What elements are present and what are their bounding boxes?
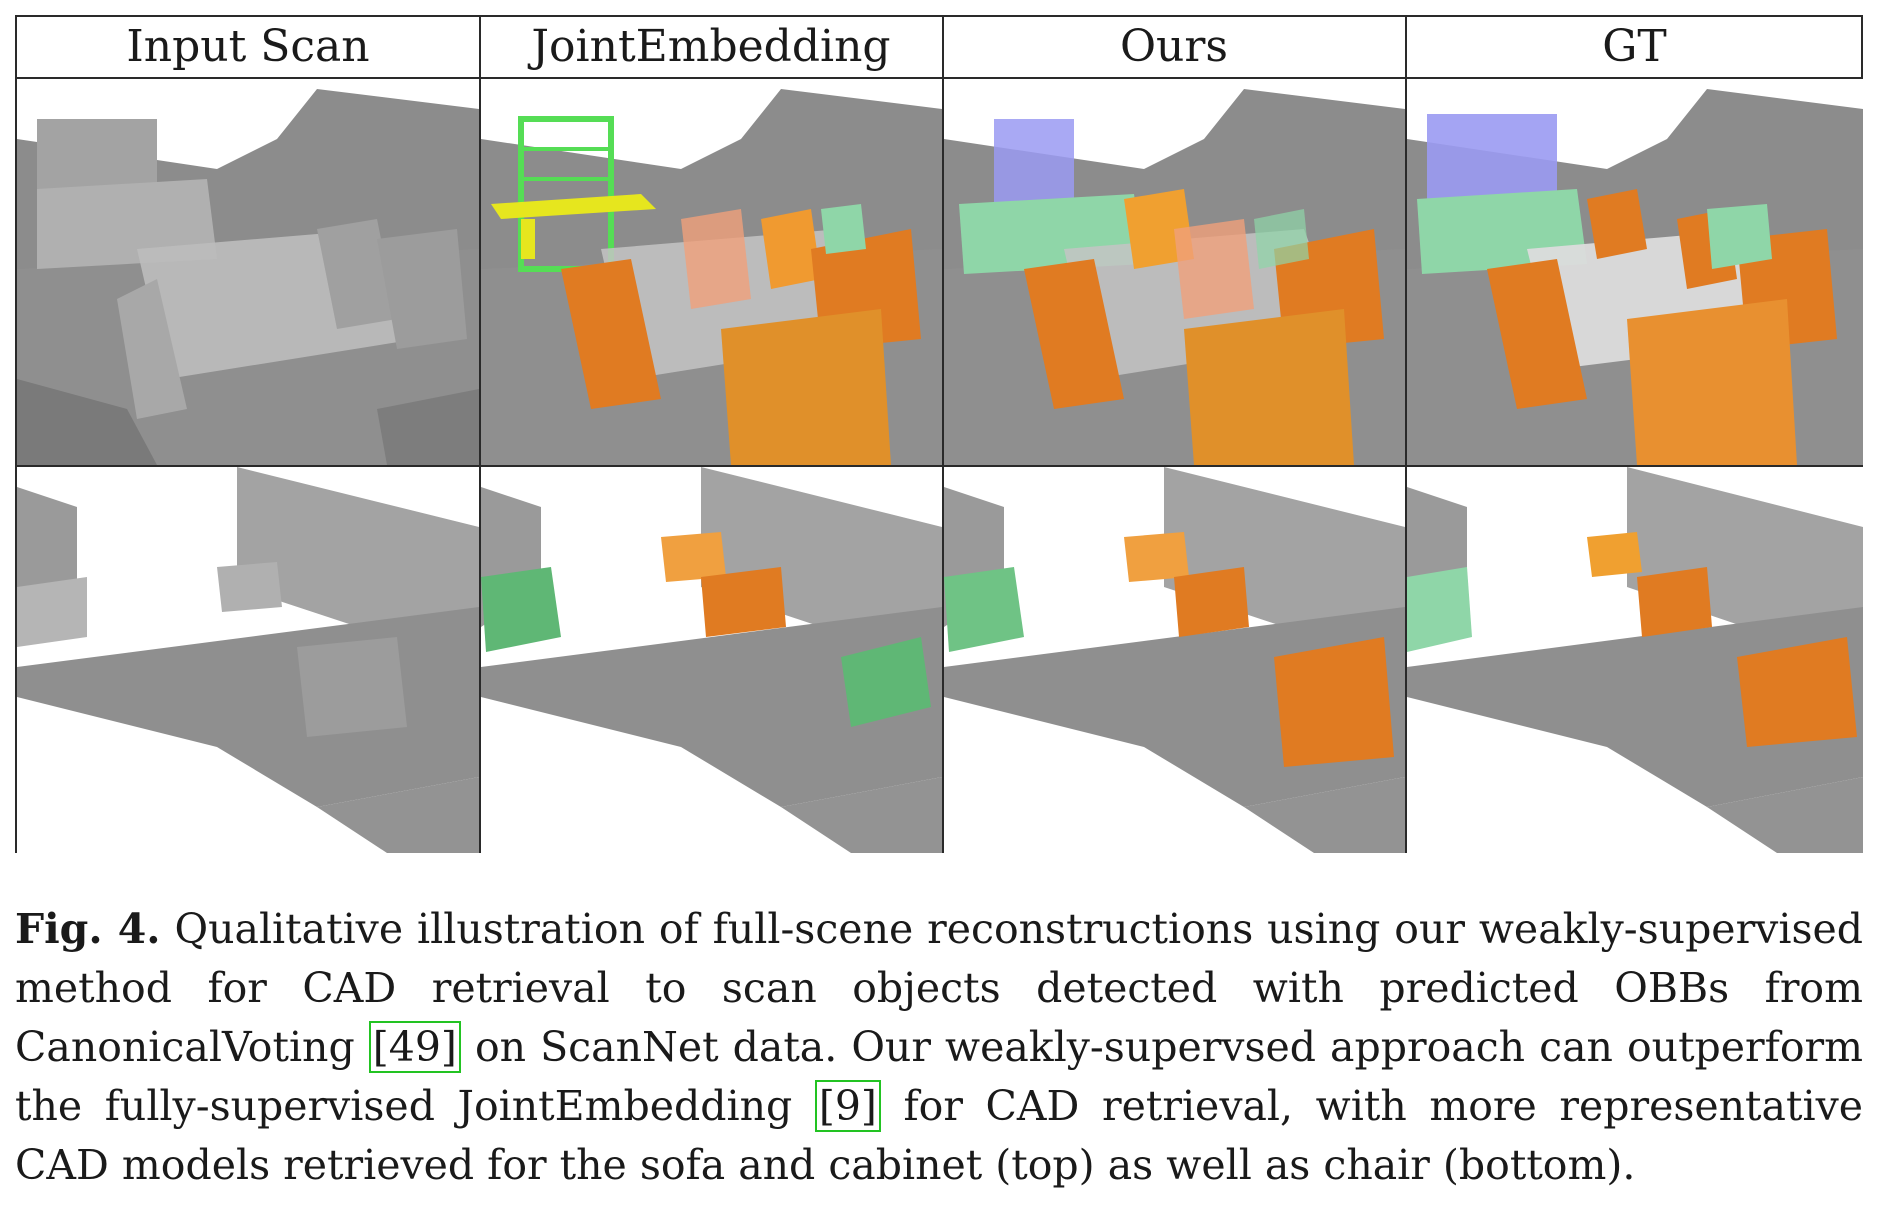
divider bbox=[17, 465, 1861, 467]
scene-2-gt bbox=[1407, 467, 1863, 853]
scene-1-jointembedding bbox=[481, 79, 942, 465]
header-input-scan: Input Scan bbox=[126, 21, 370, 72]
caption-text: on ScanNet data. Our weakly-supervsed ap… bbox=[15, 1023, 1863, 1130]
header-jointembedding: JointEmbedding bbox=[531, 21, 891, 72]
divider bbox=[1405, 17, 1407, 851]
column-header-row: Input Scan JointEmbedding Ours GT bbox=[17, 17, 1861, 79]
citation-link-9[interactable]: [9] bbox=[814, 1080, 881, 1132]
figure-caption: Fig. 4. Qualitative illustration of full… bbox=[15, 900, 1863, 1195]
caption-text: Qualitative illustration of full-scene r… bbox=[15, 905, 1863, 1071]
figure-label: Fig. 4. bbox=[15, 905, 161, 953]
scene-1-gt bbox=[1407, 79, 1863, 465]
header-ours: Ours bbox=[1119, 21, 1229, 72]
scene-2-input-scan bbox=[17, 467, 479, 853]
citation-link-49[interactable]: [49] bbox=[368, 1021, 461, 1073]
header-gt: GT bbox=[1602, 21, 1667, 72]
divider bbox=[942, 17, 944, 851]
scene-2-jointembedding bbox=[481, 467, 942, 853]
figure-grid: Input Scan JointEmbedding Ours GT bbox=[15, 15, 1863, 853]
caption-text: for CAD retrieval, with more representat… bbox=[15, 1082, 1863, 1189]
scene-1-input-scan bbox=[17, 79, 479, 465]
scene-1-ours bbox=[944, 79, 1405, 465]
scene-2-ours bbox=[944, 467, 1405, 853]
divider bbox=[479, 17, 481, 851]
